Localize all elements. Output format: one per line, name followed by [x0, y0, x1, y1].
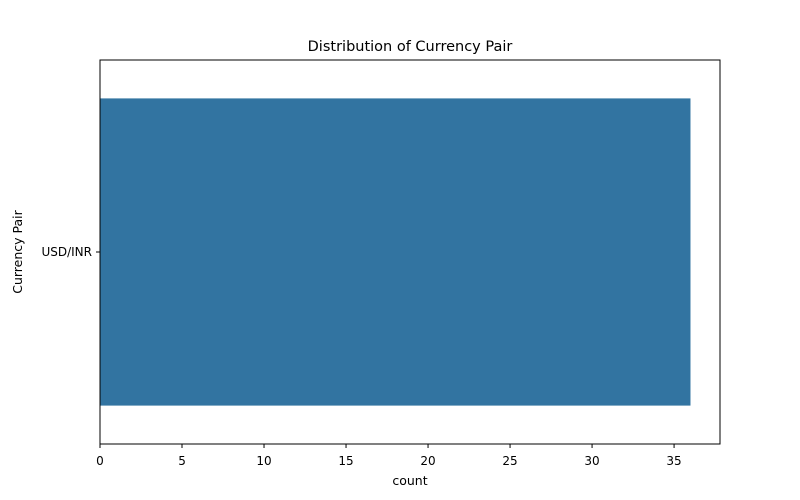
x-tick-label: 15 — [338, 454, 353, 468]
x-tick-label: 25 — [502, 454, 517, 468]
x-tick-label: 35 — [666, 454, 681, 468]
x-tick-label: 5 — [178, 454, 186, 468]
y-axis-label: Currency Pair — [10, 209, 25, 293]
x-axis-label: count — [392, 473, 427, 488]
bar-usd-inr — [100, 98, 691, 406]
x-tick-label: 30 — [584, 454, 599, 468]
y-axis-ticks: USD/INR — [41, 245, 100, 259]
bars-layer — [100, 98, 691, 406]
y-tick-label: USD/INR — [41, 245, 92, 259]
x-tick-label: 20 — [420, 454, 435, 468]
x-tick-label: 10 — [256, 454, 271, 468]
x-axis-ticks: 0 5 10 15 20 25 30 35 — [96, 444, 682, 468]
x-tick-label: 0 — [96, 454, 104, 468]
chart-title: Distribution of Currency Pair — [308, 39, 513, 55]
